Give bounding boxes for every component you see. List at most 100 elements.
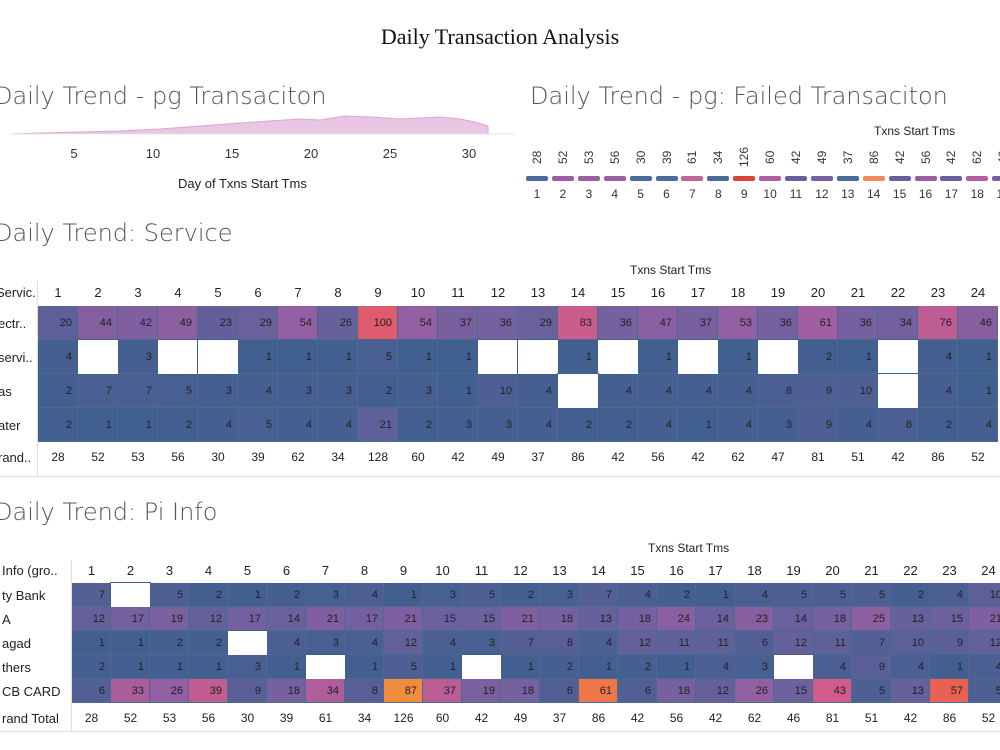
heatmap-cell: 1	[657, 655, 696, 679]
day-column-header: 20	[825, 563, 840, 578]
failed-day-item: 86 14	[861, 144, 887, 200]
grand-total-cell: 42	[630, 711, 645, 725]
heatmap-cell: 3	[198, 374, 238, 408]
pi-row-header: Info (gro..	[2, 563, 58, 578]
heatmap-cell	[477, 339, 519, 375]
heatmap-cell: 3	[423, 583, 462, 607]
heatmap-cell: 18	[813, 607, 852, 631]
heatmap-cell: 25	[852, 607, 891, 631]
day-column-header: 4	[204, 563, 213, 578]
heatmap-cell: 7	[852, 631, 891, 655]
failed-day-item: 56 16	[913, 144, 939, 200]
row-label: servi..	[0, 349, 33, 365]
heatmap-cell: 49	[158, 306, 198, 340]
heatmap-cell: 3	[306, 583, 345, 607]
heatmap-cell: 36	[838, 306, 878, 340]
grand-total-cell: 51	[851, 450, 865, 464]
heatmap-cell: 10	[969, 583, 1000, 607]
heatmap-cell: 18	[618, 607, 657, 631]
failed-day-label: 11	[789, 187, 803, 200]
grand-total-cell: 56	[669, 711, 684, 725]
day-column-header: 2	[94, 285, 102, 300]
heatmap-cell: 43	[813, 679, 852, 703]
grand-total-cell: 86	[571, 450, 585, 464]
failed-day-item: 30 5	[628, 144, 654, 200]
day-column-header: 3	[134, 285, 142, 300]
grand-total-cell: 39	[251, 450, 265, 464]
heatmap-cell: 2	[398, 408, 438, 442]
heatmap-cell: 21	[384, 607, 423, 631]
failed-day-item: 126 9	[731, 144, 757, 200]
failed-bar	[888, 176, 911, 181]
pg-trend-area-chart	[9, 115, 515, 135]
heatmap-cell: 57	[930, 679, 969, 703]
heatmap-cell: 12	[696, 679, 735, 703]
heatmap-cell: 14	[774, 607, 813, 631]
heatmap-cell: 18	[657, 679, 696, 703]
failed-value: 56	[918, 150, 933, 164]
day-column-header: 5	[214, 285, 222, 300]
grand-total-cell: 61	[318, 711, 333, 725]
heatmap-cell: 1	[438, 374, 478, 408]
row-label: A	[2, 611, 11, 627]
heatmap-cell: 4	[735, 583, 774, 607]
heatmap-cell: 21	[358, 408, 398, 442]
heatmap-cell: 1	[150, 655, 189, 679]
grand-total-cell: 52	[91, 450, 105, 464]
heatmap-cell: 1	[501, 655, 540, 679]
heatmap-cell: 3	[318, 374, 358, 408]
grand-total-cell: 42	[708, 711, 723, 725]
failed-bar	[603, 176, 626, 181]
heatmap-cell: 1	[111, 655, 150, 679]
failed-value: 60	[763, 150, 778, 164]
table-bottom-line	[0, 731, 1000, 732]
heatmap-cell: 4	[198, 408, 238, 442]
grand-total-cell: 62	[747, 711, 762, 725]
heatmap-cell	[461, 654, 502, 680]
day-column-header: 16	[669, 563, 684, 578]
heatmap-cell: 1	[930, 655, 969, 679]
heatmap-cell: 1	[423, 655, 462, 679]
failed-day-label: 2	[559, 187, 567, 200]
heatmap-cell: 2	[38, 408, 78, 442]
heatmap-cell: 12	[189, 607, 228, 631]
grand-total-cell: 56	[171, 450, 185, 464]
grand-total-cell: 39	[279, 711, 294, 725]
heatmap-cell: 14	[267, 607, 306, 631]
service-table: Servic.. 1 2 3 4 5 6 7 8 9 10 11 12 13 14 15 16 17 18 19 20…	[0, 280, 1000, 480]
failed-value: 46	[996, 150, 1000, 164]
grand-total-cell: 51	[864, 711, 879, 725]
failed-value: 42	[789, 150, 803, 164]
heatmap-cell: 1	[189, 655, 228, 679]
failed-bar	[836, 176, 859, 181]
grand-total-cell: 42	[611, 450, 625, 464]
heatmap-cell: 1	[678, 408, 718, 442]
heatmap-cell: 3	[306, 631, 345, 655]
day-column-header: 3	[165, 563, 174, 578]
failed-value: 30	[633, 150, 648, 164]
pi-table: Info (gro.. 1 2 3 4 5 6 7 8 9 10 11 12 13 14 15 16 17 18 1…	[0, 560, 1000, 740]
heatmap-cell: 29	[518, 306, 558, 340]
day-column-header: 14	[570, 285, 586, 300]
failed-day-label: 8	[714, 187, 722, 200]
failed-day-item: 42 15	[887, 144, 913, 200]
heatmap-cell: 14	[696, 607, 735, 631]
heatmap-cell: 34	[878, 306, 918, 340]
heatmap-cell: 8	[345, 679, 384, 703]
failed-day-label: 16	[918, 187, 933, 200]
heatmap-cell: 21	[969, 607, 1000, 631]
heatmap-cell	[305, 654, 346, 680]
heatmap-cell: 26	[318, 306, 358, 340]
heatmap-cell: 1	[438, 340, 478, 374]
heatmap-cell: 2	[501, 583, 540, 607]
failed-value: 86	[866, 150, 881, 164]
heatmap-cell	[157, 339, 199, 375]
heatmap-cell: 12	[969, 631, 1000, 655]
heatmap-cell: 2	[618, 655, 657, 679]
grand-total-cell: 81	[811, 450, 825, 464]
heatmap-cell: 4	[696, 655, 735, 679]
failed-value: 61	[685, 150, 700, 164]
failed-day-label: 3	[585, 187, 593, 200]
day-column-header: 1	[87, 563, 96, 578]
heatmap-cell	[110, 582, 151, 608]
